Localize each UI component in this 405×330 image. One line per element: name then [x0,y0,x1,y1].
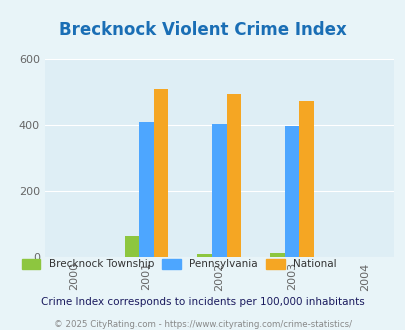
Bar [298,101,313,257]
Text: Crime Index corresponds to incidents per 100,000 inhabitants: Crime Index corresponds to incidents per… [41,297,364,307]
Bar [153,89,168,257]
Bar [211,124,226,257]
Bar [269,253,284,257]
Bar [284,126,298,257]
Text: © 2025 CityRating.com - https://www.cityrating.com/crime-statistics/: © 2025 CityRating.com - https://www.city… [54,319,351,329]
Legend: Brecknock Township, Pennsylvania, National: Brecknock Township, Pennsylvania, Nation… [17,255,341,274]
Bar [139,122,153,257]
Bar [197,254,211,257]
Bar [124,236,139,257]
Bar [226,94,241,257]
Text: Brecknock Violent Crime Index: Brecknock Violent Crime Index [59,21,346,40]
